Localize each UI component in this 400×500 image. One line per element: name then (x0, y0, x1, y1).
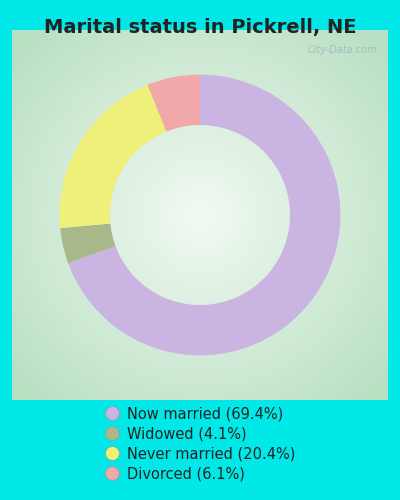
Text: City-Data.com: City-Data.com (307, 45, 377, 55)
Text: Marital status in Pickrell, NE: Marital status in Pickrell, NE (44, 18, 356, 36)
Wedge shape (60, 85, 166, 228)
Wedge shape (148, 74, 200, 132)
Wedge shape (68, 74, 340, 356)
Wedge shape (60, 224, 116, 264)
Legend: Now married (69.4%), Widowed (4.1%), Never married (20.4%), Divorced (6.1%): Now married (69.4%), Widowed (4.1%), Nev… (99, 400, 301, 488)
